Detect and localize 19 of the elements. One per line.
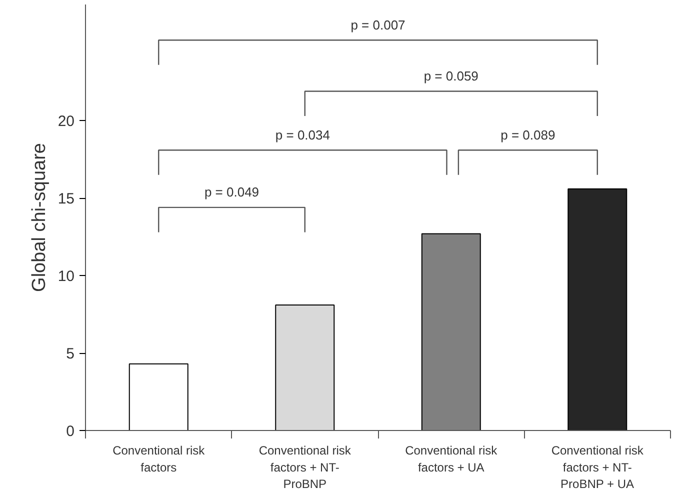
x-tick-label: Conventional risk factors + NT-ProBNP + UA [551, 444, 644, 492]
y-tick-label: 0 [66, 423, 74, 440]
annotation: p = 0.059 [424, 68, 478, 84]
annotation: p = 0.007 [350, 17, 406, 32]
x-tick-label: Conventional risk factors [112, 444, 206, 474]
bar [421, 233, 481, 430]
y-tick-label: 20 [58, 113, 75, 130]
y-tick-label: 15 [58, 190, 75, 208]
x-tick-label: Conventional risk factors + UA [405, 444, 498, 474]
bar [568, 188, 628, 430]
annotation: p = 0.049 [204, 184, 260, 200]
x-tick-label: Conventional risk factors + NT-ProBNP [258, 444, 352, 492]
annotation: p = 0.034 [275, 127, 330, 142]
y-axis-title: Global chi-square [28, 143, 50, 292]
y-tick-label: 10 [58, 268, 75, 286]
y-tick-label: 5 [66, 346, 74, 363]
annotation: p = 0.089 [500, 127, 556, 142]
bar [128, 363, 188, 430]
bar [275, 304, 335, 430]
